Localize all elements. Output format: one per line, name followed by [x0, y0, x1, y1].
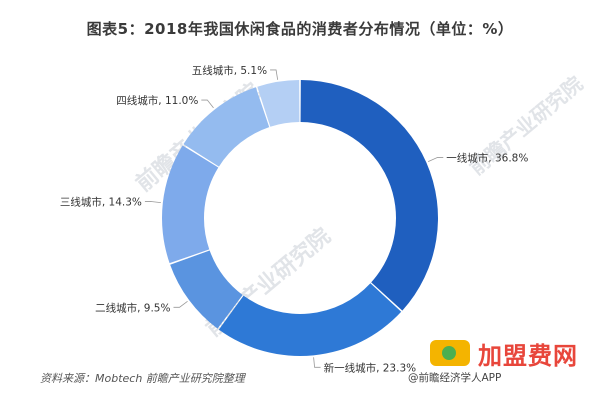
slice-label: 三线城市, 14.3% — [60, 196, 142, 209]
donut-slice — [300, 80, 438, 311]
leader-line — [270, 69, 279, 80]
slice-label: 四线城市, 11.0% — [116, 94, 198, 107]
slice-label: 一线城市, 36.8% — [446, 152, 528, 165]
leader-line — [144, 201, 161, 204]
slice-label: 二线城市, 9.5% — [95, 301, 170, 314]
donut-slice — [183, 87, 270, 167]
slice-labels: 一线城市, 36.8% 新一线城市, 23.3% 二线城市, 9.5% 三线城市, 1… — [60, 64, 528, 374]
leader-line — [313, 357, 321, 368]
donut-slice — [218, 283, 402, 357]
donut-slice — [257, 80, 300, 127]
leader-line — [173, 301, 188, 308]
slice-label: 五线城市, 5.1% — [192, 64, 267, 77]
leader-line — [427, 157, 444, 162]
slice-label: 新一线城市, 23.3% — [324, 361, 417, 374]
chart-title: 图表5：2018年我国休闲食品的消费者分布情况（单位：%） — [86, 20, 514, 38]
leader-line — [201, 99, 214, 109]
source-note: 资料来源：Mobtech 前瞻产业研究院整理 — [40, 372, 245, 385]
leader-lines — [144, 69, 444, 368]
brand-logo: 加盟费网 — [478, 342, 578, 370]
donut-slice — [170, 250, 243, 329]
donut-slices — [162, 80, 438, 357]
brand-subtext: @前瞻经济学人APP — [408, 372, 502, 384]
donut-slice — [162, 145, 219, 264]
brand-badge-icon — [430, 340, 470, 366]
